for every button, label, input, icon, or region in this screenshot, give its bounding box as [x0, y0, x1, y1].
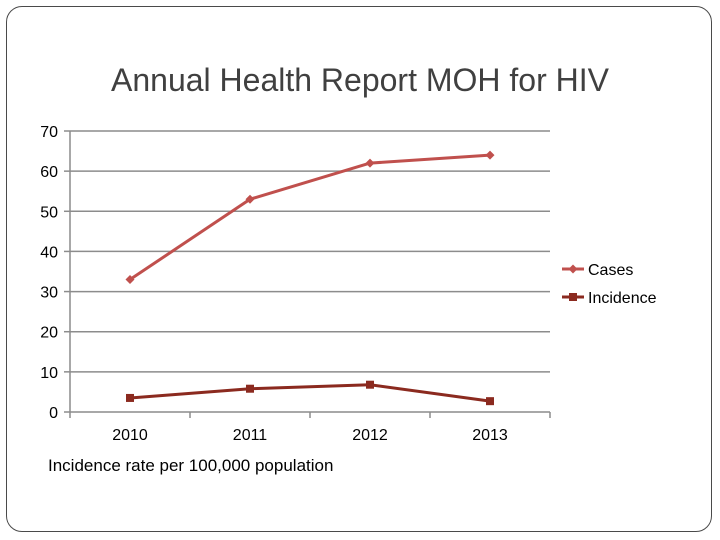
y-tick-label-10: 10 — [40, 365, 58, 382]
chart-title: Annual Health Report MOH for HIV — [111, 62, 609, 98]
series-line-cases — [129, 153, 491, 281]
incidence-point-2011 — [246, 384, 254, 393]
gridlines — [70, 130, 550, 373]
legend-marker-incidence — [569, 293, 577, 301]
x-tick-label-2010: 2010 — [112, 427, 148, 444]
cases-point-2011 — [245, 194, 255, 204]
slide-frame — [6, 6, 712, 532]
incidence-point-2010 — [126, 393, 134, 402]
legend-item-cases: Cases — [562, 262, 633, 279]
y-tick-label-20: 20 — [40, 325, 58, 342]
legend: Cases Incidence — [562, 262, 657, 307]
y-tick-labels: 0 10 20 30 40 50 60 70 — [40, 124, 58, 422]
legend-label-cases: Cases — [588, 262, 633, 279]
incidence-point-2012 — [366, 380, 374, 389]
x-tick-label-2011: 2011 — [233, 427, 268, 444]
cases-point-2010 — [125, 275, 135, 285]
series-group — [125, 150, 495, 406]
x-tick-label-2012: 2012 — [352, 427, 388, 444]
cases-point-2013 — [485, 150, 495, 160]
legend-item-incidence: Incidence — [562, 290, 657, 307]
x-tick-label-2013: 2013 — [472, 427, 508, 444]
incidence-point-2013 — [486, 397, 494, 406]
y-tick-label-60: 60 — [40, 164, 58, 181]
footnote: Incidence rate per 100,000 population — [48, 456, 334, 475]
axes — [64, 130, 551, 418]
y-tick-label-0: 0 — [49, 405, 58, 422]
series-line-incidence — [129, 383, 491, 403]
y-tick-label-50: 50 — [40, 204, 58, 221]
cases-point-2012 — [365, 158, 375, 168]
series-cases — [125, 150, 495, 285]
y-tick-label-40: 40 — [40, 244, 58, 261]
y-tick-label-70: 70 — [40, 124, 58, 141]
legend-label-incidence: Incidence — [588, 290, 657, 307]
x-tick-labels: 2010 2011 2012 2013 — [112, 427, 508, 444]
series-incidence — [126, 380, 494, 406]
y-tick-label-30: 30 — [40, 285, 58, 302]
legend-marker-cases — [568, 264, 578, 274]
